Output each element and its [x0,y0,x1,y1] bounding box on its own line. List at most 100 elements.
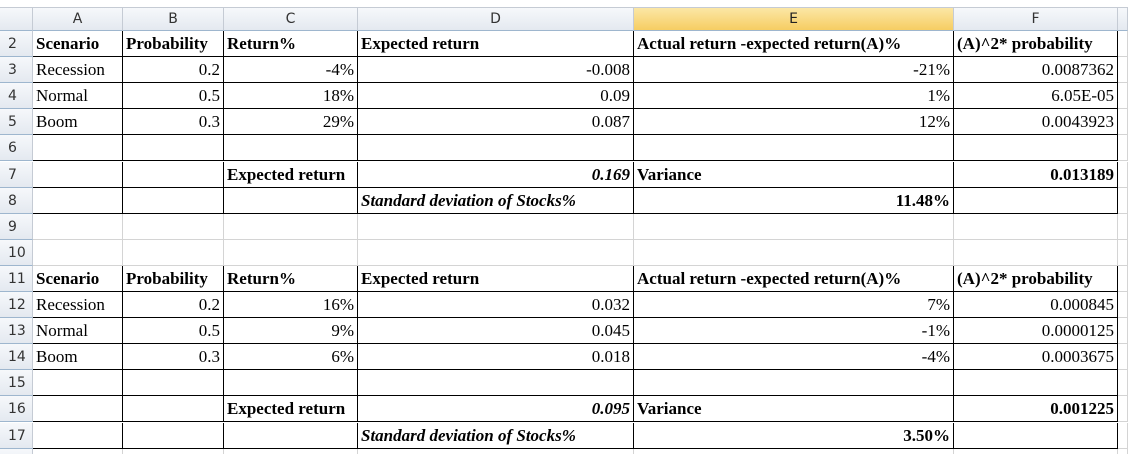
cell[interactable]: 3.50% [634,422,954,449]
cell[interactable]: Variance [634,396,954,423]
cell[interactable]: Standard deviation of Stocks% [358,422,634,449]
row-header[interactable]: 4 [0,83,33,110]
cell[interactable] [123,161,224,188]
cell[interactable]: (A)^2* probability [954,31,1118,58]
cell[interactable] [224,135,358,162]
cell[interactable] [634,213,954,240]
cell[interactable] [224,213,358,240]
row-header[interactable]: 7 [0,161,33,188]
row-header[interactable]: 2 [0,31,33,58]
cell[interactable] [123,370,224,397]
cell[interactable]: 11.48% [634,187,954,214]
cell[interactable] [123,422,224,449]
cell[interactable]: 6.05E-05 [954,83,1118,110]
cell[interactable]: Actual return -expected return(A)% [634,265,954,292]
cell[interactable]: Scenario [33,31,123,58]
cell[interactable]: 0.001225 [954,396,1118,423]
cell[interactable] [224,370,358,397]
cell[interactable] [1118,292,1128,319]
cell[interactable] [954,213,1118,240]
cell[interactable]: 18% [224,83,358,110]
cell[interactable] [954,135,1118,162]
cell[interactable] [1118,422,1128,449]
cell[interactable] [1118,109,1128,136]
cell[interactable]: Expected return [224,396,358,423]
cell[interactable] [954,187,1118,214]
cell[interactable] [1118,448,1128,454]
cell[interactable]: 0.5 [123,318,224,345]
cell[interactable] [1118,344,1128,371]
column-header[interactable] [1118,8,1128,31]
cell[interactable] [123,135,224,162]
cell[interactable]: 0.0043923 [954,109,1118,136]
cell[interactable]: 1% [634,83,954,110]
cell[interactable]: -1% [634,318,954,345]
cell[interactable] [954,370,1118,397]
cell[interactable] [33,422,123,449]
cell[interactable]: 0.3 [123,344,224,371]
cell[interactable]: Scenario [33,265,123,292]
row-header[interactable]: 13 [0,318,33,345]
cell[interactable] [954,239,1118,266]
cell[interactable] [1118,187,1128,214]
cell[interactable]: Return% [224,31,358,58]
cell[interactable] [358,448,634,454]
row-header[interactable]: 16 [0,396,33,423]
cell[interactable] [358,239,634,266]
cell[interactable] [33,448,123,454]
row-header[interactable]: 10 [0,239,33,266]
cell[interactable]: (A)^2* probability [954,265,1118,292]
cell[interactable] [358,370,634,397]
cell[interactable] [123,213,224,240]
cell[interactable]: 0.032 [358,292,634,319]
cell[interactable] [358,135,634,162]
row-header[interactable]: 8 [0,187,33,214]
cell[interactable] [634,448,954,454]
row-header[interactable]: 15 [0,370,33,397]
cell[interactable]: 0.0003675 [954,344,1118,371]
cell[interactable]: Actual return -expected return(A)% [634,31,954,58]
cell[interactable] [224,239,358,266]
cell[interactable]: 0.5 [123,83,224,110]
cell[interactable]: 0.045 [358,318,634,345]
cell[interactable]: Return% [224,265,358,292]
cell[interactable] [1118,239,1128,266]
cell[interactable]: Boom [33,344,123,371]
column-header[interactable]: F [954,8,1118,31]
select-all[interactable] [0,8,33,31]
cell[interactable]: Standard deviation of Stocks% [358,187,634,214]
cell[interactable] [123,239,224,266]
cell[interactable] [33,239,123,266]
cell[interactable]: Normal [33,83,123,110]
cell[interactable]: 0.087 [358,109,634,136]
cell[interactable]: Variance [634,161,954,188]
cell[interactable] [1118,213,1128,240]
row-header[interactable]: 12 [0,292,33,319]
cell[interactable] [224,187,358,214]
cell[interactable] [33,213,123,240]
cell[interactable]: 12% [634,109,954,136]
cell[interactable]: Normal [33,318,123,345]
cell[interactable] [33,161,123,188]
cell[interactable] [1118,370,1128,397]
cell[interactable] [33,135,123,162]
cell[interactable]: 7% [634,292,954,319]
cell[interactable]: 9% [224,318,358,345]
cell[interactable] [634,239,954,266]
cell[interactable] [954,448,1118,454]
cell[interactable] [224,448,358,454]
row-header[interactable] [0,448,33,454]
row-header[interactable]: 9 [0,213,33,240]
cell[interactable]: 29% [224,109,358,136]
cell[interactable]: Boom [33,109,123,136]
cell[interactable]: 0.2 [123,57,224,84]
column-header[interactable]: D [358,8,634,31]
cell[interactable] [1118,396,1128,423]
cell[interactable] [1118,31,1128,58]
cell[interactable]: Probability [123,31,224,58]
cell[interactable]: 0.018 [358,344,634,371]
column-header[interactable]: B [123,8,224,31]
cell[interactable]: -21% [634,57,954,84]
cell[interactable]: Probability [123,265,224,292]
cell[interactable]: 16% [224,292,358,319]
